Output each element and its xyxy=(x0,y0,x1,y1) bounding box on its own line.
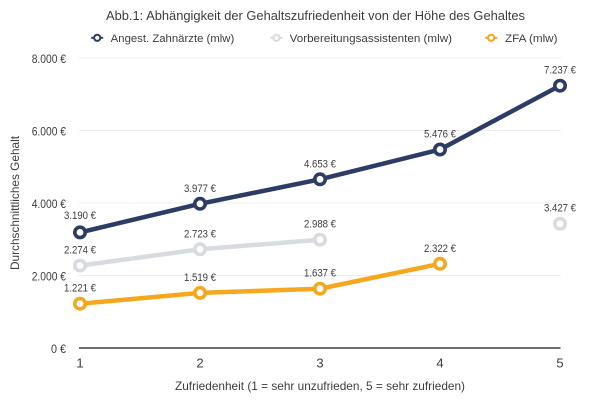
svg-text:0 €: 0 € xyxy=(51,343,66,356)
svg-text:1.637 €: 1.637 € xyxy=(304,268,336,280)
svg-text:1: 1 xyxy=(76,356,83,371)
svg-text:8.000 €: 8.000 € xyxy=(32,53,67,66)
svg-text:Zufriedenheit (1 = sehr unzufr: Zufriedenheit (1 = sehr unzufrieden, 5 =… xyxy=(175,379,465,393)
svg-text:4.000 €: 4.000 € xyxy=(32,198,67,211)
svg-text:5: 5 xyxy=(556,356,563,371)
svg-text:3.190 €: 3.190 € xyxy=(64,210,96,222)
svg-text:5.476 €: 5.476 € xyxy=(424,129,456,141)
svg-text:4: 4 xyxy=(436,356,443,371)
svg-text:3.427 €: 3.427 € xyxy=(544,203,576,215)
svg-text:Durchschnittliches Gehalt: Durchschnittliches Gehalt xyxy=(8,135,22,270)
svg-text:7.237 €: 7.237 € xyxy=(544,65,576,77)
svg-text:1.519 €: 1.519 € xyxy=(184,272,216,284)
svg-text:3.977 €: 3.977 € xyxy=(184,183,216,195)
svg-text:ZFA (mlw): ZFA (mlw) xyxy=(505,33,558,45)
svg-text:Angest. Zahnärzte (mlw): Angest. Zahnärzte (mlw) xyxy=(111,33,235,45)
svg-text:2.723 €: 2.723 € xyxy=(184,228,216,240)
svg-text:2.274 €: 2.274 € xyxy=(64,245,96,257)
svg-text:2.000 €: 2.000 € xyxy=(32,271,67,284)
svg-text:6.000 €: 6.000 € xyxy=(32,126,67,139)
svg-text:2: 2 xyxy=(196,356,203,371)
svg-text:4.653 €: 4.653 € xyxy=(304,158,336,170)
svg-text:Vorbereitungsassistenten (mlw): Vorbereitungsassistenten (mlw) xyxy=(290,33,453,45)
svg-text:Abb.1: Abhängigkeit der Gehalt: Abb.1: Abhängigkeit der Gehaltszufrieden… xyxy=(106,8,525,23)
svg-text:3: 3 xyxy=(316,356,323,371)
svg-text:2.988 €: 2.988 € xyxy=(304,219,336,231)
svg-text:2.322 €: 2.322 € xyxy=(424,243,456,255)
svg-text:1.221 €: 1.221 € xyxy=(64,283,96,295)
